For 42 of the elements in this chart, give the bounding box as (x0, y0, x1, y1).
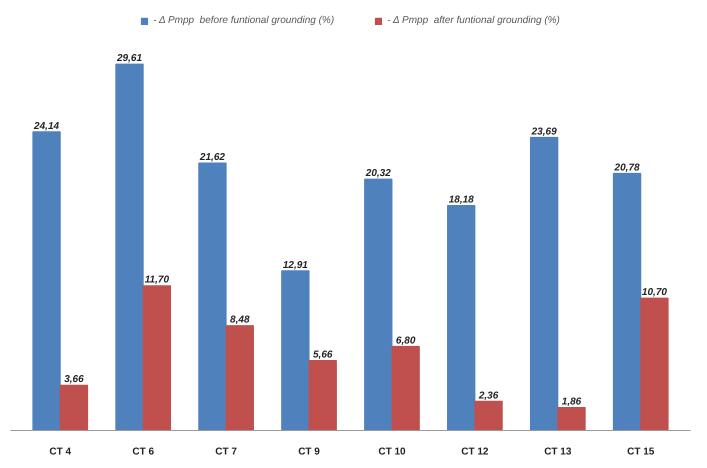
data-label: 21,62 (198, 152, 226, 163)
x-tick-label: CT 9 (298, 446, 320, 458)
bar (612, 172, 642, 430)
legend-label: - Δ Pmpp before funtional grounding (%) (153, 15, 334, 26)
bar (530, 136, 558, 430)
x-tick-label: CT 10 (378, 446, 406, 458)
bar (447, 205, 476, 430)
data-label: 23,69 (530, 126, 558, 138)
data-label: 29,61 (116, 53, 142, 64)
x-tick-label: CT 6 (132, 446, 154, 458)
bar (391, 346, 420, 430)
bar (474, 400, 503, 430)
bar (198, 162, 227, 430)
bar (308, 360, 337, 430)
data-label: 11,70 (144, 274, 170, 286)
bar (142, 285, 172, 430)
x-tick-label: CT 4 (49, 446, 72, 458)
bar (281, 270, 310, 430)
bar (557, 406, 586, 430)
x-tick-label: CT 15 (627, 446, 655, 458)
x-tick-label: CT 7 (215, 446, 238, 458)
data-label: 3,66 (64, 374, 84, 386)
data-label: 20,32 (364, 168, 392, 180)
data-label: 6,80 (396, 335, 416, 346)
bar (60, 384, 88, 430)
data-label: 5,66 (312, 349, 333, 360)
bar (115, 64, 144, 430)
data-label: 8,48 (230, 314, 250, 326)
bar (364, 178, 392, 430)
data-label: 12,91 (282, 260, 308, 271)
bar (226, 325, 254, 430)
data-label: 18,18 (448, 194, 474, 206)
x-tick-label: CT 12 (461, 446, 489, 458)
data-label: 1,86 (562, 396, 582, 408)
x-tick-label: CT 13 (544, 446, 572, 458)
data-label: 24,14 (33, 120, 60, 132)
data-label: 2,36 (478, 390, 499, 402)
data-label: 10,70 (642, 287, 668, 298)
data-label: 20,78 (614, 162, 640, 174)
legend-label: - Δ Pmpp after funtional grounding (%) (387, 15, 560, 26)
bar (640, 298, 669, 430)
bar (32, 131, 61, 430)
